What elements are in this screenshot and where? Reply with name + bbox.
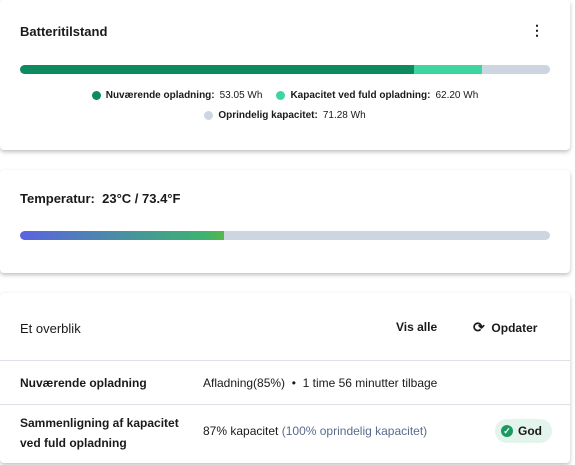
legend-item: Oprindelig kapacitet: 71.28 Wh <box>204 110 366 121</box>
legend-dot <box>91 91 101 100</box>
view-all-button[interactable]: Vis alle <box>396 320 438 334</box>
temperature-bar <box>20 231 550 240</box>
capacity-bar <box>20 65 550 74</box>
badge-label: God <box>518 424 542 438</box>
check-icon: ✓ <box>501 425 513 437</box>
bar-segment <box>20 65 415 74</box>
legend-value: 62.20 Wh <box>435 90 479 101</box>
row-secondary: (100% oprindelig kapacitet) <box>281 424 428 438</box>
legend-dot <box>276 91 286 100</box>
row-label: Sammenligning af kapacitet ved fuld opla… <box>20 416 179 450</box>
temperature-card: Temperatur: 23°C / 73.4°F <box>0 170 570 273</box>
battery-card: Batteritilstand ⋮ Nuværende opladning: 53… <box>0 0 570 150</box>
row-value: Afladning(85%) • 1 time 56 minutter tilb… <box>203 376 437 390</box>
row-main: Afladning(85%) <box>203 376 286 390</box>
row-value: 87% kapacitet (100% oprindelig kapacitet… <box>203 424 427 438</box>
row-main: 87% kapacitet <box>203 424 279 438</box>
row-secondary: 1 time 56 minutter tilbage <box>302 376 438 390</box>
legend-value: 71.28 Wh <box>322 110 366 121</box>
legend: Oprindelig kapacitet: 71.28 Wh <box>0 110 570 121</box>
legend-item: Kapacitet ved fuld opladning: 62.20 Wh <box>276 90 478 101</box>
refresh-button[interactable]: ⟳ Opdater <box>473 319 537 336</box>
refresh-label: Opdater <box>491 321 538 335</box>
status-badge: ✓ God <box>495 419 552 443</box>
temperature: Temperatur: 23°C / 73.4°F <box>20 191 180 206</box>
menu-button[interactable]: ⋮ <box>530 22 544 38</box>
legend-dot <box>204 111 214 120</box>
card-title: Batteritilstand <box>20 24 108 39</box>
legend-item: Nuværende opladning: 53.05 Wh <box>91 90 263 101</box>
legend-label: Oprindelig kapacitet: <box>218 110 318 121</box>
temperature-value: 23°C / 73.4°F <box>102 191 181 206</box>
page: {"battery": {"title": "Batteritilstand",… <box>0 0 570 450</box>
overview-card: Et overblik Vis alle ⟳ Opdater Nuværende… <box>0 293 570 463</box>
overview-row: Sammenligning af kapacitet ved fuld opla… <box>0 404 570 465</box>
legend-label: Nuværende opladning: <box>105 90 215 101</box>
page-body: Batteritilstand ⋮ Nuværende opladning: 53… <box>0 0 570 450</box>
separator: • <box>291 376 296 390</box>
card-title: Et overblik <box>20 321 81 336</box>
legend-value: 53.05 Wh <box>219 90 263 101</box>
legend-label: Kapacitet ved fuld opladning: <box>290 90 431 101</box>
legend: Nuværende opladning: 53.05 Wh Kapacitet ve… <box>0 90 570 101</box>
overview-row: Nuværende opladning Afladning(85%) • 1 t… <box>0 360 570 405</box>
temperature-fill <box>20 231 225 240</box>
refresh-icon: ⟳ <box>473 319 485 335</box>
row-label: Nuværende opladning <box>20 376 147 390</box>
temperature-label: Temperatur: <box>20 191 95 206</box>
